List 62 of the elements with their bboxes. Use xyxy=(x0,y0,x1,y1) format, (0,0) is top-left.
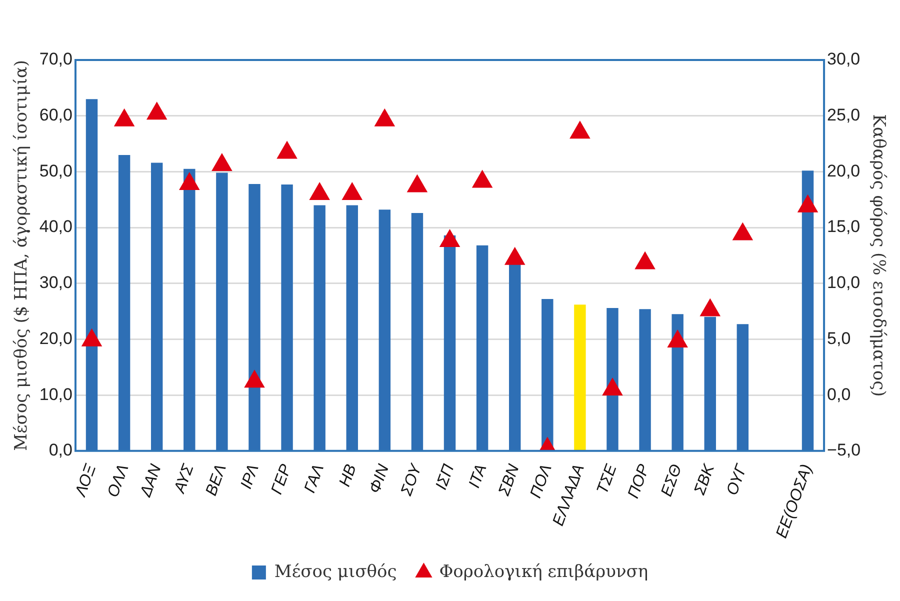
point xyxy=(504,247,525,265)
x-tick-label: ΕΣΘ xyxy=(658,462,686,499)
x-tick-label: ΙΤΑ xyxy=(466,462,490,490)
x-tick-label: ΒΕΛ xyxy=(202,462,230,498)
point xyxy=(407,174,428,192)
point xyxy=(635,252,656,270)
point xyxy=(668,330,688,348)
x-tick-label: ΗΒ xyxy=(336,462,360,489)
y2-axis-title: Καθαρός φόρος (% εισοδήματος) xyxy=(868,114,888,397)
x-tick-label: ΓΕΡ xyxy=(268,462,296,497)
point xyxy=(798,194,818,212)
y-tick-label: 60,0 xyxy=(39,106,72,125)
x-tick-label: ΔΑΝ xyxy=(137,462,165,500)
y-tick-label: 20,0 xyxy=(39,328,72,348)
y2-tick-label: 25,0 xyxy=(827,106,860,125)
point xyxy=(700,298,720,316)
point xyxy=(374,108,395,126)
y2-tick-label: 10,0 xyxy=(827,273,860,292)
x-tick-label: ΦΙΝ xyxy=(366,462,393,496)
point xyxy=(114,108,134,126)
y-tick-label: 50,0 xyxy=(39,161,72,180)
y-tick-label: 10,0 xyxy=(39,384,72,404)
point xyxy=(732,222,753,240)
x-tick-label: ΣΟΥ xyxy=(398,461,426,499)
x-tick-label: ΑΥΣ xyxy=(171,460,198,496)
y2-tick-label: 5,0 xyxy=(827,328,851,348)
y-tick-label: 40,0 xyxy=(39,217,72,236)
x-tick-label: ΣΒΝ xyxy=(496,462,523,499)
bar xyxy=(574,304,586,450)
x-tick-label: ΟΥΓ xyxy=(724,461,751,498)
point xyxy=(244,370,265,388)
y-tick-label: 0,0 xyxy=(48,440,72,460)
x-tick-label: ΛΟΞ xyxy=(72,462,100,500)
point xyxy=(570,121,590,139)
x-tick-label: ΣΒΚ xyxy=(691,461,719,498)
y-tick-label: 70,0 xyxy=(39,50,72,69)
point xyxy=(212,153,232,171)
point xyxy=(179,172,200,190)
point xyxy=(440,229,460,247)
point xyxy=(277,141,298,159)
y2-tick-label: 20,0 xyxy=(827,161,860,180)
x-tick-label: ΟΛΛ xyxy=(104,462,132,500)
y-axis-title: Μέσος μισθός ($ ΗΠΑ, άγοραστική ίσοτιμία) xyxy=(12,60,32,451)
x-tick-label: ΓΑΛ xyxy=(302,462,328,496)
x-tick-label: ΙΡΛ xyxy=(238,462,262,492)
point xyxy=(146,102,167,120)
point xyxy=(602,378,623,396)
point xyxy=(342,182,362,200)
x-tick-label: ΙΣΠ xyxy=(432,462,458,492)
y-tick-label: 30,0 xyxy=(39,273,72,292)
point xyxy=(472,170,492,188)
legend-label: Φορολογική επιβάρυνση xyxy=(439,562,648,582)
y2-tick-label: 30,0 xyxy=(827,50,860,69)
legend-label: Μέσος μισθός xyxy=(274,562,397,582)
point xyxy=(310,182,330,200)
point xyxy=(82,328,102,346)
x-tick-label: ΤΣΕ xyxy=(594,462,621,496)
y2-tick-label: 15,0 xyxy=(827,217,860,236)
x-tick-label: ΠΟΛ xyxy=(528,462,556,501)
x-tick-label: ΠΟΡ xyxy=(625,462,654,501)
y2-tick-label: −5,0 xyxy=(827,440,861,460)
y2-tick-label: 0,0 xyxy=(827,384,851,404)
